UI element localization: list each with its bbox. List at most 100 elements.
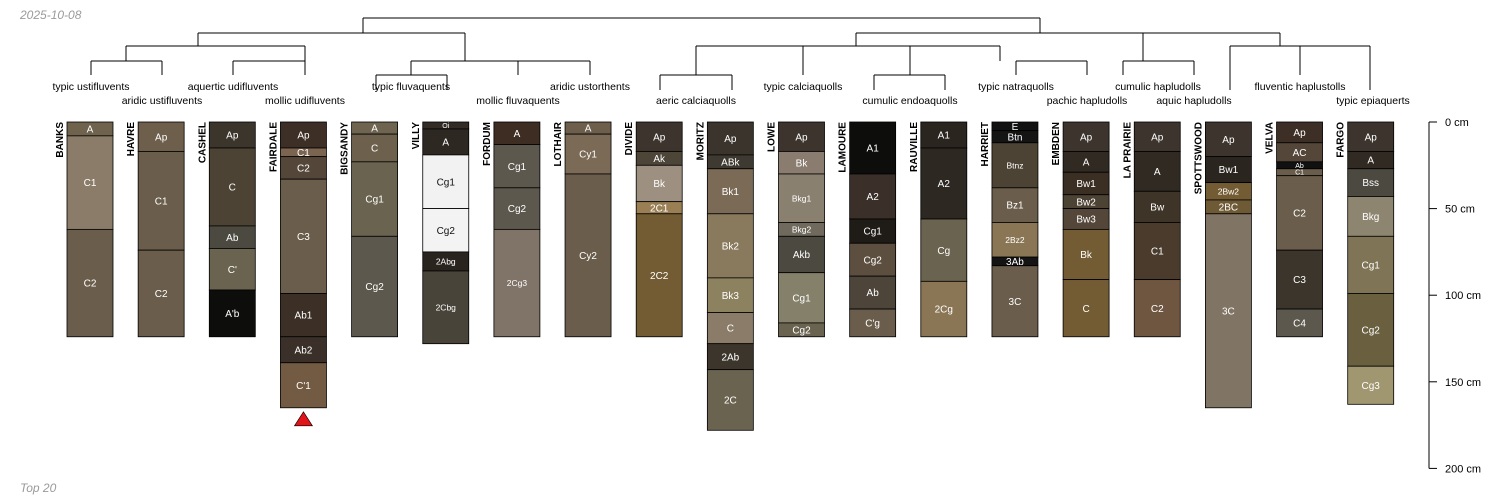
profile-name: FARGO xyxy=(1336,122,1347,158)
horizon-label: E xyxy=(1012,122,1019,133)
horizon-label: Bkg1 xyxy=(792,193,812,203)
soil-profile: AC Cg1 Cg2 BIGSANDY xyxy=(340,121,399,338)
horizon-label: Cg3 xyxy=(1362,381,1381,392)
horizon-label: Bw1 xyxy=(1076,179,1096,190)
horizon-label: 2Ab xyxy=(721,352,739,363)
truncation-marker xyxy=(293,411,313,427)
soil-profile: A1 A2 Cg1 Cg2 Ab C'g LAMOURE xyxy=(838,121,897,338)
horizon-label: A xyxy=(1367,156,1374,167)
horizon xyxy=(1133,279,1181,338)
horizon xyxy=(706,369,754,431)
horizon-label: C xyxy=(229,183,236,194)
soil-profile: Ap ABk Bk1 Bk2 Bk3 C 2Ab 2C MORITZ xyxy=(695,121,754,431)
horizon-label: Cg2 xyxy=(437,226,456,237)
profile-name: BANKS xyxy=(55,122,66,158)
horizon-label: Bkg xyxy=(1362,212,1379,223)
taxon-label: fluventic haplustolls xyxy=(1254,81,1345,93)
horizon-label: Cg2 xyxy=(508,204,527,215)
horizon-label: Ab xyxy=(1295,163,1304,170)
horizon xyxy=(991,142,1039,189)
horizon-label: Bz1 xyxy=(1006,201,1024,212)
horizon-label: Ab xyxy=(867,288,880,299)
horizon xyxy=(280,178,327,294)
horizon-label: C' xyxy=(228,265,237,276)
soil-profile: A Cg1 Cg2 2Cg3 FORDUM xyxy=(482,121,541,338)
taxon-label: typic fluvaquents xyxy=(372,81,450,93)
taxon-label: aquertic udifluvents xyxy=(188,81,278,93)
horizon-label: C xyxy=(727,324,734,335)
horizon-label: 2C xyxy=(724,396,737,407)
horizon xyxy=(778,121,825,152)
horizon-label: Ap xyxy=(1222,135,1235,146)
horizon-label: C'1 xyxy=(296,381,311,392)
horizon-label: Cg2 xyxy=(365,282,384,293)
horizon-label: A xyxy=(371,124,378,135)
horizon-label: 2Cg3 xyxy=(507,278,528,288)
date-label: 2025-10-08 xyxy=(20,8,82,22)
horizon xyxy=(1205,156,1252,184)
soil-profile: Ap Bk Bkg1 Bkg2 Akb Cg1 Cg2 LOWE xyxy=(767,121,825,338)
horizon xyxy=(706,168,754,215)
profile-name: LAMOURE xyxy=(838,122,849,173)
horizon-label: Bk2 xyxy=(722,241,740,252)
taxon-label: aeric calciaquolls xyxy=(656,95,736,107)
horizon-label: AC xyxy=(1293,148,1307,159)
horizon xyxy=(849,308,897,338)
horizon-label: Ap xyxy=(795,132,808,143)
horizon-label: Cg2 xyxy=(792,325,811,336)
profile-name: BIGSANDY xyxy=(340,122,351,175)
horizon xyxy=(920,218,968,282)
horizon xyxy=(991,265,1039,338)
horizon xyxy=(66,228,114,338)
horizon xyxy=(635,121,683,152)
horizon xyxy=(849,173,897,220)
horizon-label: Cg xyxy=(937,246,950,257)
profile-name: MORITZ xyxy=(695,122,706,160)
horizon-label: C1 xyxy=(155,196,168,207)
horizon xyxy=(849,242,897,277)
horizon-label: Bk xyxy=(653,179,666,190)
horizon-label: 2Bw2 xyxy=(1218,186,1240,196)
horizon xyxy=(1062,228,1110,281)
horizon-label: A xyxy=(1154,167,1161,178)
taxon-label: aquic hapludolls xyxy=(1156,95,1231,107)
horizon-label: Ak xyxy=(653,154,666,165)
horizon-label: Bss xyxy=(1362,178,1379,189)
horizon xyxy=(849,275,897,310)
depth-tick-label: 50 cm xyxy=(1445,204,1475,216)
horizon xyxy=(1062,121,1110,152)
horizon-label: 3Ab xyxy=(1006,257,1024,268)
footer-label: Top 20 xyxy=(20,481,57,495)
horizon xyxy=(1347,121,1395,152)
profile-name: SPOTTSWOOD xyxy=(1193,122,1204,194)
horizon xyxy=(635,164,683,203)
horizon xyxy=(1062,279,1110,338)
horizon-label: 3C xyxy=(1009,297,1022,308)
horizon-label: Ap xyxy=(297,131,310,142)
horizon xyxy=(280,293,327,338)
horizon xyxy=(208,147,256,227)
horizon-label: A xyxy=(514,129,521,140)
horizon-label: Cy1 xyxy=(579,150,597,161)
depth-tick-label: 150 cm xyxy=(1445,377,1481,389)
horizon-label: C2 xyxy=(1151,304,1164,315)
horizon-label: ABk xyxy=(721,157,740,168)
horizon-label: Ap xyxy=(155,132,168,143)
horizon xyxy=(706,343,754,371)
taxon-label: cumulic hapludolls xyxy=(1115,81,1201,93)
profile-name: DIVIDE xyxy=(624,122,635,156)
horizon-label: Ab1 xyxy=(295,311,313,322)
horizon-label: C1 xyxy=(1295,170,1304,177)
profile-name: FAIRDALE xyxy=(268,122,279,172)
horizon-label: Ab2 xyxy=(295,345,313,356)
horizon-label: C2 xyxy=(1293,209,1306,220)
horizon xyxy=(280,362,327,409)
horizon-label: C xyxy=(371,144,378,155)
soil-profile: Ap Bw1 2Bw2 2BC 3C SPOTTSWOOD xyxy=(1193,121,1252,409)
horizon-label: Cg1 xyxy=(1362,260,1381,271)
profile-name: CASHEL xyxy=(197,122,208,163)
soil-profile: Ap C1 C2 HAVRE xyxy=(126,121,185,338)
horizon xyxy=(137,249,185,338)
